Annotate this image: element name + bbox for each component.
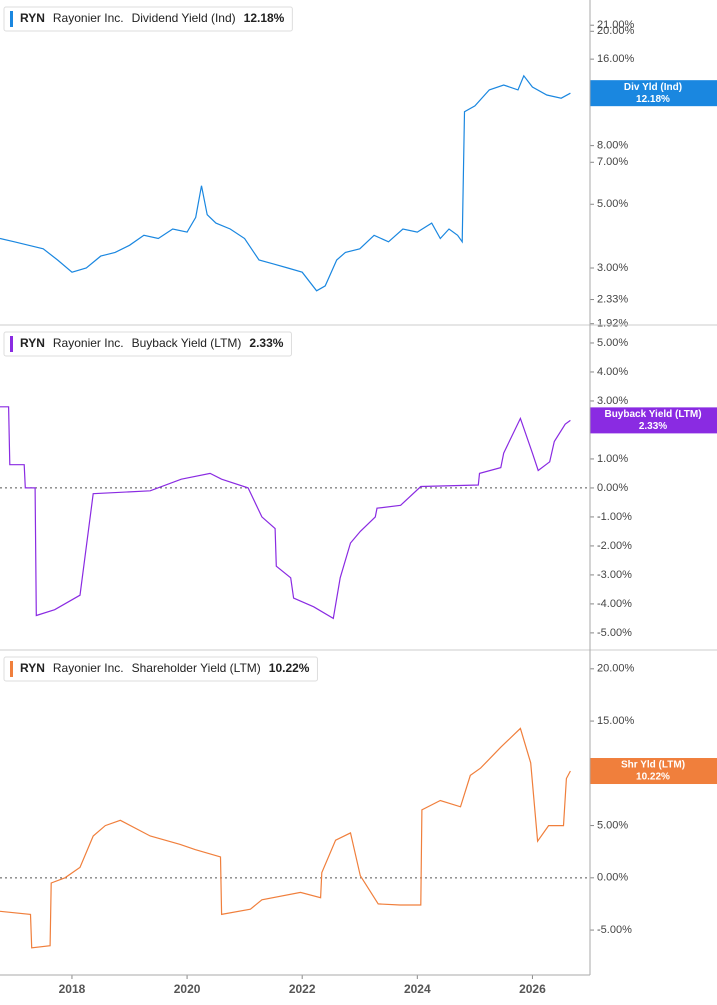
legend-box — [3, 656, 318, 682]
legend-swatch — [10, 11, 13, 27]
y-tick-label: 15.00% — [597, 715, 635, 727]
legend-ticker: RYN — [20, 11, 45, 25]
y-tick-label: -1.00% — [597, 511, 632, 523]
x-tick-label: 2026 — [519, 982, 546, 996]
y-tick-label: 7.00% — [597, 156, 628, 168]
legend-company: Rayonier Inc. — [53, 336, 124, 350]
series-line — [0, 727, 571, 949]
y-tick-label: -5.00% — [597, 627, 632, 639]
value-badge — [590, 758, 717, 785]
badge-value: 2.33% — [639, 421, 667, 432]
legend-ticker: RYN — [20, 661, 45, 675]
y-tick-label: 2.33% — [597, 293, 628, 305]
legend-series: Shareholder Yield (LTM) — [132, 661, 261, 675]
y-tick-label: 5.00% — [597, 198, 628, 210]
x-tick-label: 2024 — [404, 982, 431, 996]
y-tick-label: 0.00% — [597, 872, 628, 884]
badge-value: 10.22% — [636, 772, 670, 783]
series-line — [0, 74, 571, 292]
legend-ticker: RYN — [20, 336, 45, 350]
badge-name: Shr Yld (LTM) — [621, 760, 685, 771]
x-tick-label: 2018 — [59, 982, 86, 996]
legend-value: 10.22% — [269, 661, 310, 675]
y-tick-label: 4.00% — [597, 366, 628, 378]
y-tick-label: -4.00% — [597, 598, 632, 610]
y-tick-label: 20.00% — [597, 25, 635, 37]
badge-name: Div Yld (Ind) — [624, 82, 682, 93]
legend-swatch — [10, 661, 13, 677]
y-tick-label: 5.00% — [597, 819, 628, 831]
legend-value: 2.33% — [249, 336, 283, 350]
y-tick-label: 8.00% — [597, 140, 628, 152]
legend-box — [3, 6, 293, 32]
value-badge — [590, 80, 717, 107]
x-tick-label: 2022 — [289, 982, 316, 996]
y-tick-label: -5.00% — [597, 924, 632, 936]
legend-company: Rayonier Inc. — [53, 661, 124, 675]
y-tick-label: 16.00% — [597, 53, 635, 65]
value-badge — [590, 407, 717, 434]
legend-series: Dividend Yield (Ind) — [132, 11, 236, 25]
y-tick-label: 1.00% — [597, 453, 628, 465]
y-tick-label: -2.00% — [597, 540, 632, 552]
badge-value: 12.18% — [636, 94, 670, 105]
y-tick-label: 20.00% — [597, 663, 635, 675]
y-tick-label: 3.00% — [597, 262, 628, 274]
y-tick-label: 3.00% — [597, 395, 628, 407]
legend-swatch — [10, 336, 13, 352]
legend-series: Buyback Yield (LTM) — [132, 336, 242, 350]
y-tick-label: 0.00% — [597, 482, 628, 494]
y-tick-label: -3.00% — [597, 569, 632, 581]
y-tick-label: 1.92% — [597, 318, 628, 330]
legend-value: 12.18% — [244, 11, 285, 25]
badge-name: Buyback Yield (LTM) — [604, 409, 701, 420]
legend-company: Rayonier Inc. — [53, 11, 124, 25]
legend-box — [3, 331, 292, 357]
y-tick-label: 21.00% — [597, 19, 635, 31]
x-tick-label: 2020 — [174, 982, 201, 996]
series-line — [0, 406, 571, 620]
y-tick-label: 5.00% — [597, 337, 628, 349]
